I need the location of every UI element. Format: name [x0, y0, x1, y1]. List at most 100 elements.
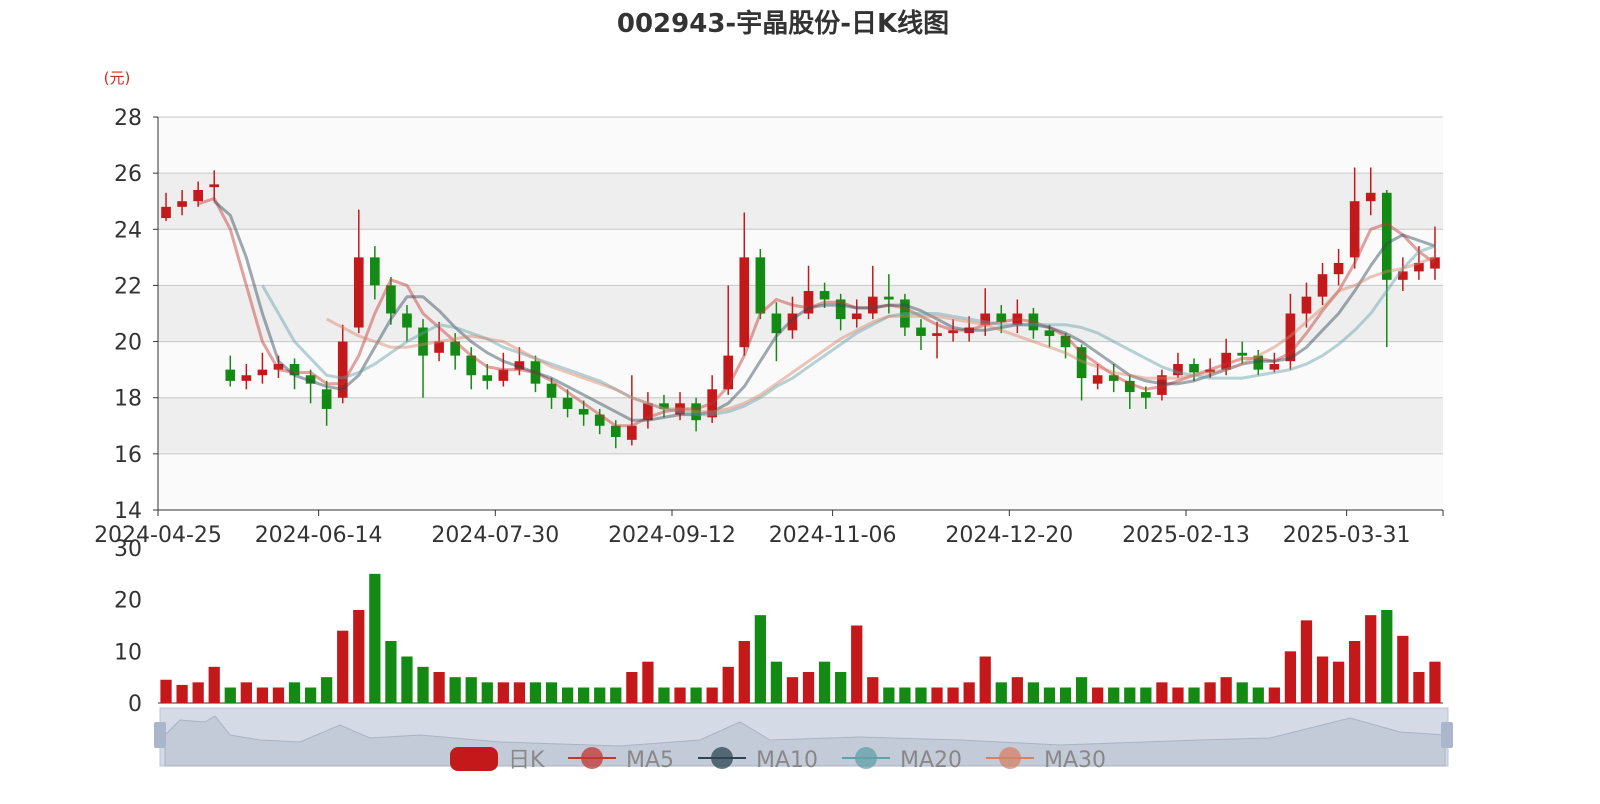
legend-label: MA30 — [1044, 748, 1106, 773]
candle-body — [1365, 192, 1376, 202]
legend-item[interactable]: MA10 — [698, 747, 818, 773]
volume-bar — [1300, 620, 1313, 703]
candle-body — [675, 403, 685, 415]
volume-bar — [401, 656, 413, 703]
candle-body — [161, 206, 171, 219]
volume-bar — [433, 672, 445, 703]
candle-body — [241, 375, 252, 381]
candle-body — [1333, 262, 1344, 275]
legend-swatch — [855, 747, 877, 769]
volume-bar — [722, 666, 734, 703]
candle-body — [884, 296, 894, 300]
volume-bar — [545, 682, 558, 703]
candle-body — [1301, 296, 1312, 314]
candle-body — [257, 369, 268, 376]
volume-bar — [1397, 635, 1409, 703]
candle-body — [1124, 380, 1135, 393]
volume-bar — [963, 682, 975, 703]
grid-band — [158, 285, 1443, 342]
legend-swatch — [711, 747, 733, 769]
volume-bar — [192, 682, 204, 703]
candle-body — [610, 425, 621, 438]
volume-bar — [786, 677, 799, 703]
y-tick-label: 30 — [114, 537, 142, 562]
candle-body — [1044, 330, 1055, 336]
candle-body — [819, 291, 830, 300]
candle-body — [980, 313, 991, 325]
volume-bar — [272, 687, 285, 703]
volume-bar — [642, 661, 654, 703]
volume-bar — [610, 687, 622, 703]
legend-label: 日K — [508, 748, 545, 773]
volume-bar — [497, 682, 509, 703]
legend-swatch — [450, 747, 498, 771]
volume-bar — [208, 666, 220, 703]
volume-bar — [1429, 661, 1441, 703]
volume-bar — [1349, 641, 1361, 703]
volume-bar — [337, 630, 349, 703]
candle-body — [659, 403, 669, 409]
candle-body — [482, 375, 493, 381]
volume-bar — [1156, 682, 1168, 703]
grid-band — [158, 117, 1443, 174]
x-tick-label: 2024-07-30 — [431, 523, 559, 548]
volume-bar — [867, 677, 879, 703]
candle-body — [1060, 335, 1071, 348]
y-tick-label: 18 — [114, 387, 142, 412]
ma-line — [213, 200, 1436, 422]
candle-body — [370, 257, 380, 286]
volume-bar — [1124, 687, 1136, 703]
volume-bar — [369, 573, 381, 703]
y-unit: (元) — [104, 69, 131, 87]
legend-label: MA10 — [756, 748, 818, 773]
legend: 日K MA5 MA10 MA20 MA30 — [450, 747, 1106, 773]
volume-bar — [288, 682, 301, 703]
candle-body — [916, 327, 926, 336]
volume-bar — [626, 672, 638, 703]
candle-body — [321, 389, 332, 409]
volume-bar — [1365, 615, 1377, 703]
chart-title: 002943-宇晶股份-日K线图 — [617, 9, 949, 39]
volume-bar — [1413, 672, 1425, 703]
y-tick-label: 20 — [114, 331, 142, 356]
volume-bar — [1204, 682, 1216, 703]
candle-body — [1349, 201, 1360, 258]
volume-bar — [802, 672, 815, 703]
candle-body — [932, 333, 942, 336]
legend-item[interactable]: 日K — [450, 747, 545, 773]
legend-item[interactable]: MA5 — [568, 747, 674, 773]
candle-body — [755, 257, 766, 314]
y-tick-label: 26 — [114, 162, 142, 187]
candle-body — [1012, 313, 1023, 325]
y-tick-label: 20 — [114, 589, 142, 614]
volume-bar — [353, 610, 365, 703]
zoom-handle-right[interactable] — [1441, 722, 1453, 748]
candle-body — [627, 425, 637, 440]
grid-band — [158, 453, 1443, 510]
candle-body — [643, 403, 653, 421]
volume-bar — [385, 641, 397, 703]
legend-item[interactable]: MA20 — [842, 747, 962, 773]
candle-body — [1092, 375, 1103, 384]
volume-bar — [304, 687, 317, 703]
volume-bar — [1011, 677, 1023, 703]
legend-swatch — [999, 747, 1021, 769]
x-tick-label: 2025-03-31 — [1283, 523, 1411, 548]
candle-body — [450, 341, 460, 356]
volume-bar — [915, 687, 927, 703]
volume-bar — [947, 687, 959, 703]
volume-bar — [529, 682, 542, 703]
x-tick-label: 2024-09-12 — [608, 523, 736, 548]
y-tick-label: 22 — [114, 274, 142, 299]
x-tick-label: 2024-06-14 — [255, 523, 383, 548]
volume-bar — [1140, 687, 1152, 703]
candle-body — [514, 361, 525, 370]
candle-body — [787, 313, 798, 331]
volume-bar — [224, 687, 236, 703]
candle-body — [707, 389, 717, 418]
volume-bar — [321, 677, 333, 703]
legend-item[interactable]: MA30 — [986, 747, 1106, 773]
zoom-handle-left[interactable] — [154, 722, 166, 748]
x-tick-label: 2025-02-13 — [1122, 523, 1250, 548]
volume-bar — [1268, 687, 1280, 703]
